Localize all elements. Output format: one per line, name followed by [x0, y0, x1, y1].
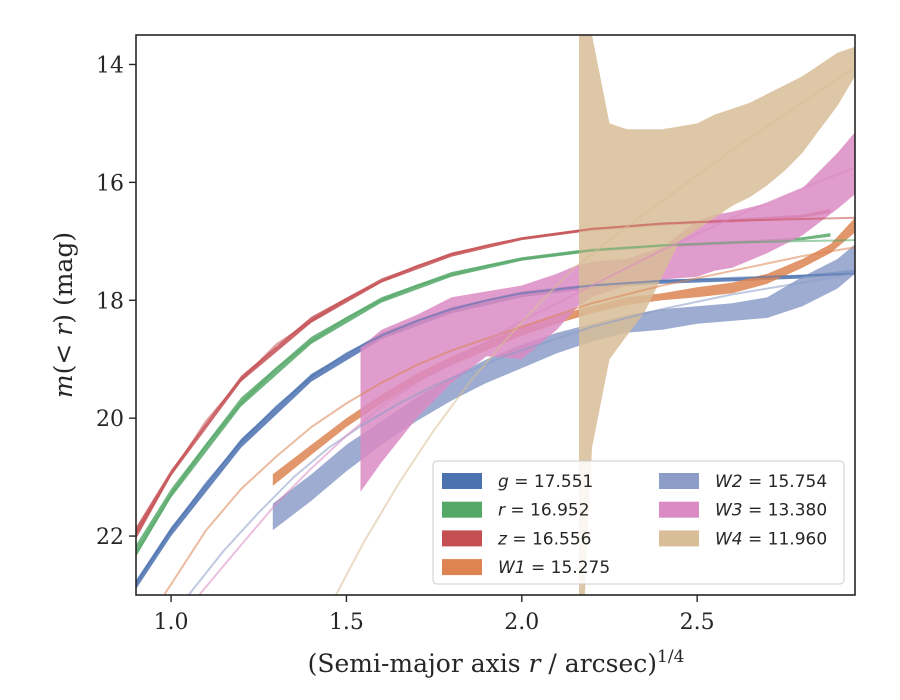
legend: g = 17.551 r = 16.952 z = 16.556 W1 = 15.27… [432, 460, 845, 585]
model-line-w3 [198, 166, 855, 595]
legend-label-w3: W3 = 13.380 [715, 501, 827, 521]
legend-label-g: g = 17.551 [498, 472, 593, 492]
plot-area [136, 35, 855, 595]
legend-swatch-z [442, 530, 482, 547]
legend-swatch-g [442, 473, 482, 489]
legend-label-w1: W1 = 15.275 [498, 558, 610, 578]
legend-label-r: r = 16.952 [498, 501, 590, 521]
model-line-r [136, 239, 855, 555]
x-tick-label: 1.0 [154, 610, 189, 635]
band-w2 [272, 244, 855, 531]
y-tick-label: 22 [96, 525, 124, 550]
x-axis: 1.0 1.5 2.0 2.5 [154, 595, 715, 635]
model-line-g [136, 272, 855, 584]
axes-frame [135, 34, 856, 596]
legend-swatch-r [442, 501, 482, 518]
x-tick-label: 2.5 [680, 610, 715, 635]
x-tick-label: 2.0 [504, 610, 539, 635]
model-line-w1 [163, 246, 855, 595]
legend-swatch-w4 [659, 530, 699, 547]
x-tick-label: 1.5 [329, 610, 364, 635]
band-w3 [360, 132, 855, 492]
legend-swatch-w1 [442, 559, 482, 576]
y-tick-label: 18 [96, 289, 124, 314]
legend-swatch-w3 [659, 501, 699, 518]
band-w4 [579, 35, 855, 595]
y-axis: 14 16 18 20 22 [96, 53, 136, 550]
legend-frame [432, 460, 845, 585]
y-tick-label: 16 [96, 171, 124, 196]
x-axis-label: (Semi-major axis r / arcsec)1/4 [308, 647, 685, 678]
model-line-w2 [187, 272, 855, 595]
model-line-w4 [335, 66, 855, 595]
legend-label-z: z = 16.556 [497, 529, 591, 549]
legend-swatch-w2 [659, 473, 699, 489]
y-axis-label: m(< r) (mag) [49, 232, 78, 398]
legend-label-w2: W2 = 15.754 [715, 472, 827, 492]
legend-label-w4: W4 = 11.960 [715, 529, 827, 549]
y-tick-label: 20 [96, 407, 124, 432]
y-tick-label: 14 [96, 53, 124, 78]
